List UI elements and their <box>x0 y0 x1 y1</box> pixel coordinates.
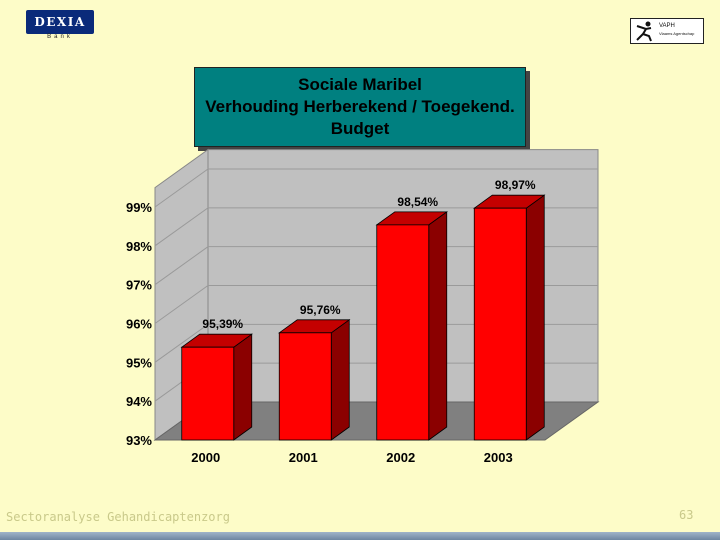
bar-side <box>330 319 350 441</box>
data-label: 98,97% <box>495 178 536 192</box>
vaph-logo-text: VAPH <box>659 23 675 29</box>
y-tick-label: 95% <box>126 355 152 370</box>
bar <box>181 346 235 441</box>
bar <box>473 207 527 441</box>
x-tick-label: 2002 <box>386 450 415 465</box>
chart-title-line-3: Budget <box>330 119 390 138</box>
y-tick-label: 93% <box>126 433 152 448</box>
y-tick-label: 97% <box>126 278 152 293</box>
data-label: 98,54% <box>397 195 438 209</box>
vaph-logo: VAPH Vlaams Agentschap <box>630 18 704 44</box>
data-label: 95,39% <box>202 317 243 331</box>
footer-bar <box>0 532 720 540</box>
running-figure-icon <box>636 21 652 42</box>
gridline <box>154 246 598 286</box>
x-tick-label: 2003 <box>484 450 513 465</box>
dexia-logo-subtext: Bank <box>47 34 73 40</box>
bar-side <box>233 333 253 441</box>
bar-side <box>428 211 448 441</box>
gridline <box>154 207 598 247</box>
dexia-logo-text: DEXIA <box>34 15 86 29</box>
page-number: 63 <box>679 508 694 522</box>
vaph-logo-subtext: Vlaams Agentschap <box>659 31 695 36</box>
bar <box>278 332 332 441</box>
gridline <box>154 285 598 324</box>
dexia-logo: DEXIA <box>26 10 94 34</box>
chart-title-line-2: Verhouding Herberekend / Toegekend. <box>205 97 515 116</box>
x-tick-label: 2001 <box>289 450 318 465</box>
y-tick-label: 94% <box>126 394 152 409</box>
gridline <box>154 323 598 363</box>
bar-side <box>525 194 545 441</box>
gridline <box>154 168 598 208</box>
x-tick-label: 2000 <box>191 450 220 465</box>
footer-title: Sectoranalyse Gehandicaptenzorg <box>6 510 230 524</box>
bar <box>376 224 430 441</box>
chart-title: Sociale Maribel Verhouding Herberekend /… <box>194 67 526 147</box>
y-tick-label: 98% <box>126 239 152 254</box>
chart-title-line-1: Sociale Maribel <box>298 75 422 94</box>
y-tick-label: 96% <box>126 317 152 332</box>
data-label: 95,76% <box>300 303 341 317</box>
y-tick-label: 99% <box>126 200 152 215</box>
